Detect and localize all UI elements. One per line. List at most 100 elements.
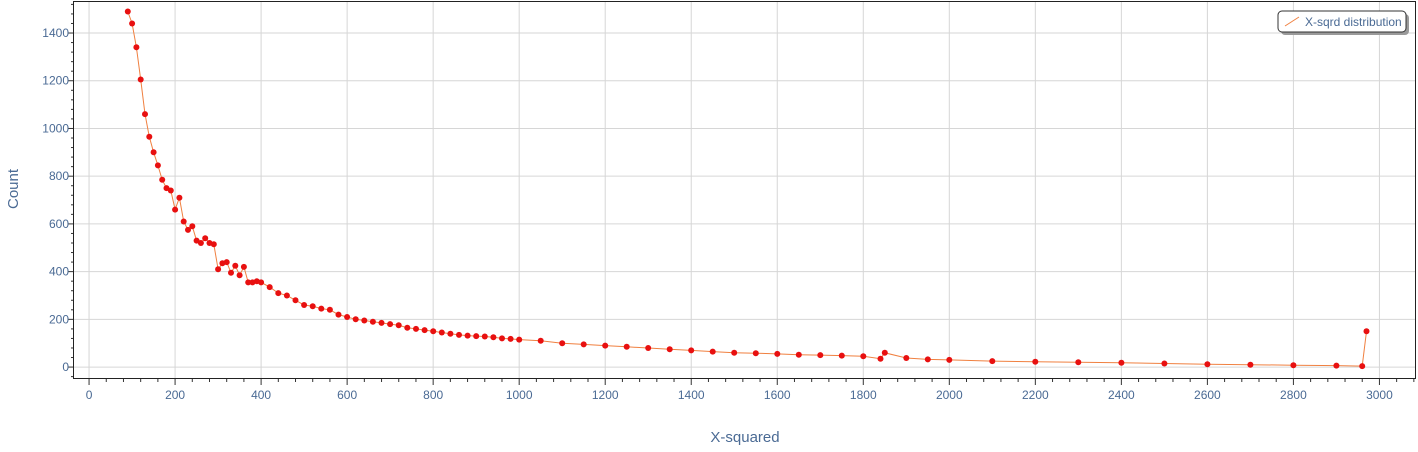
data-point bbox=[240, 263, 247, 270]
data-point bbox=[223, 259, 230, 266]
x-tick-label: 3000 bbox=[1366, 388, 1393, 402]
data-point bbox=[602, 342, 609, 349]
data-point bbox=[989, 358, 996, 365]
data-point bbox=[1075, 359, 1082, 366]
legend[interactable]: X-sqrd distribution bbox=[1277, 10, 1409, 35]
data-point bbox=[946, 356, 953, 363]
data-point bbox=[438, 329, 445, 336]
data-point bbox=[456, 331, 462, 338]
data-point bbox=[924, 356, 931, 363]
x-tick-label: 400 bbox=[251, 388, 271, 402]
data-point bbox=[245, 279, 252, 286]
data-point bbox=[421, 327, 428, 334]
data-point bbox=[309, 303, 316, 310]
series-layer bbox=[124, 8, 1370, 370]
x-tick-label: 1800 bbox=[850, 388, 877, 402]
plot-frame bbox=[73, 1, 1416, 379]
data-point bbox=[236, 272, 243, 279]
data-point bbox=[378, 319, 385, 326]
x-tick-label: 200 bbox=[165, 388, 185, 402]
x-tick-label: 1000 bbox=[506, 388, 533, 402]
data-point bbox=[1161, 360, 1168, 367]
data-point bbox=[258, 279, 265, 286]
y-tick-label: 400 bbox=[49, 265, 69, 279]
data-point bbox=[537, 337, 544, 344]
data-point bbox=[172, 206, 179, 213]
data-point bbox=[189, 223, 196, 230]
x-tick-label: 800 bbox=[423, 388, 443, 402]
data-point bbox=[464, 332, 471, 339]
data-point bbox=[133, 44, 140, 51]
data-point bbox=[361, 317, 368, 324]
data-point bbox=[215, 266, 222, 273]
data-point bbox=[580, 341, 587, 348]
data-point bbox=[623, 343, 630, 350]
data-point bbox=[202, 235, 209, 242]
data-point bbox=[197, 240, 204, 246]
x-tick-label: 2800 bbox=[1280, 388, 1307, 402]
data-point bbox=[709, 348, 716, 355]
data-point bbox=[335, 311, 342, 318]
data-point bbox=[903, 355, 910, 361]
data-point bbox=[413, 325, 419, 332]
legend-label: X-sqrd distribution bbox=[1305, 15, 1402, 29]
data-point bbox=[666, 346, 673, 353]
x-tick-label: 2000 bbox=[936, 388, 963, 402]
x-tick-label: 600 bbox=[337, 388, 357, 402]
data-point bbox=[142, 111, 148, 118]
data-point bbox=[228, 269, 234, 276]
data-point bbox=[318, 305, 325, 312]
data-point bbox=[430, 328, 437, 335]
data-point bbox=[559, 340, 566, 347]
series-line bbox=[127, 11, 1367, 367]
x-tick-label: 1200 bbox=[592, 388, 619, 402]
data-point bbox=[344, 314, 351, 320]
data-point bbox=[499, 335, 505, 342]
data-point bbox=[404, 324, 411, 331]
data-point bbox=[473, 333, 480, 340]
grid bbox=[74, 2, 1416, 379]
data-point bbox=[176, 194, 183, 201]
data-point bbox=[137, 76, 144, 83]
data-point bbox=[395, 322, 402, 329]
data-point bbox=[860, 353, 867, 360]
x-tick-label: 1400 bbox=[678, 388, 705, 402]
legend-swatch bbox=[1284, 16, 1300, 27]
data-point bbox=[795, 351, 802, 358]
y-axis-title: Count bbox=[5, 168, 22, 209]
data-point bbox=[301, 302, 308, 308]
data-point bbox=[881, 349, 888, 356]
data-point bbox=[232, 262, 239, 269]
x-tick-label: 2200 bbox=[1022, 388, 1049, 402]
data-point bbox=[1204, 361, 1211, 368]
data-point bbox=[752, 350, 759, 357]
data-point bbox=[1247, 361, 1254, 368]
data-point bbox=[167, 187, 174, 194]
data-point bbox=[688, 347, 695, 354]
data-point bbox=[507, 335, 514, 342]
data-point bbox=[129, 20, 136, 27]
data-point bbox=[210, 241, 217, 248]
data-point bbox=[516, 336, 523, 343]
data-point bbox=[180, 218, 187, 225]
data-point bbox=[1363, 328, 1370, 335]
data-point bbox=[645, 345, 652, 351]
data-point bbox=[185, 226, 191, 233]
data-point bbox=[481, 333, 488, 340]
data-point bbox=[1118, 359, 1125, 366]
x-tick-label: 0 bbox=[86, 388, 93, 402]
data-point bbox=[266, 284, 273, 291]
x-tick-label: 2600 bbox=[1194, 388, 1221, 402]
data-point bbox=[817, 352, 824, 359]
data-point bbox=[1333, 362, 1340, 369]
y-tick-label: 200 bbox=[49, 312, 69, 326]
x-tick-label: 2400 bbox=[1108, 388, 1135, 402]
y-tick-label: 0 bbox=[62, 360, 69, 374]
data-point bbox=[352, 316, 359, 323]
data-point bbox=[447, 330, 454, 337]
y-tick-label: 600 bbox=[49, 217, 69, 231]
data-point bbox=[838, 352, 845, 359]
data-point bbox=[124, 8, 131, 15]
data-point bbox=[326, 306, 333, 313]
data-point bbox=[731, 349, 738, 356]
